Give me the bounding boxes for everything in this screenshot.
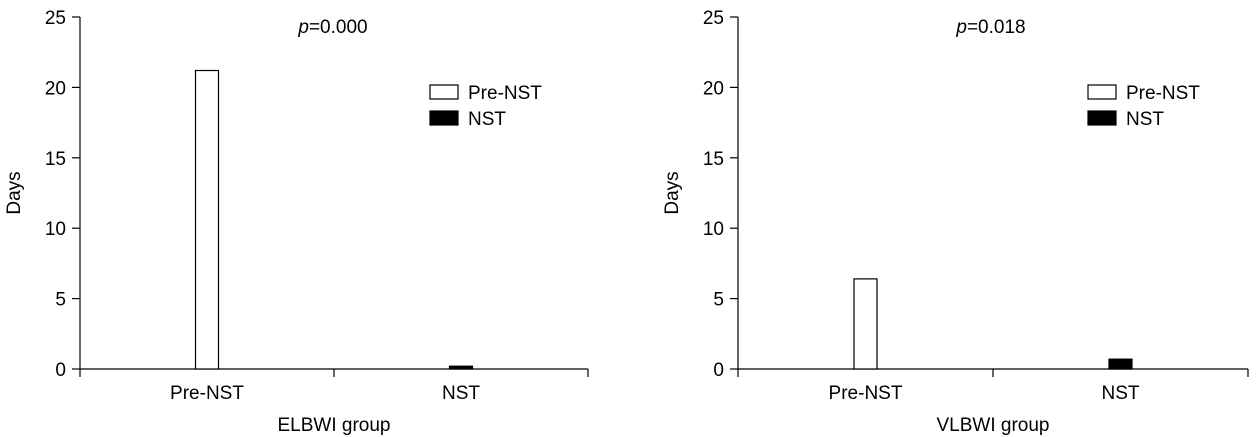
y-axis-title: Days	[4, 171, 25, 214]
legend-label: NST	[468, 109, 506, 130]
y-axis-title: Days	[662, 171, 683, 214]
y-tick-label: 20	[45, 78, 66, 99]
legend-label: NST	[1126, 109, 1164, 130]
y-tick-label: 10	[45, 219, 66, 240]
legend-swatch	[1087, 110, 1117, 126]
legend-swatch	[429, 110, 459, 126]
y-tick-label: 15	[45, 149, 66, 170]
x-tick-label: NST	[442, 383, 480, 404]
bar-nst	[448, 365, 474, 370]
vlbwi-chart-svg: 0 5 10 15 20 25 Pre-NST NST Pre-NST NST p=0.018 VLB…	[662, 8, 1249, 436]
y-tick-label: 0	[55, 360, 66, 381]
y-tick-label: 10	[703, 219, 724, 240]
bar-pre-nst	[853, 278, 878, 370]
x-axis-title: VLBWI group	[937, 415, 1050, 436]
y-tick-label: 5	[713, 290, 724, 311]
vlbwi-chart: 0 5 10 15 20 25 Pre-NST NST Pre-NST NST p=0.018 VLB…	[628, 0, 1257, 437]
p-value-annotation: p=0.018	[955, 17, 1025, 38]
y-tick-label: 25	[703, 8, 724, 29]
x-tick-label: Pre-NST	[829, 383, 903, 404]
y-tick-label: 0	[713, 360, 724, 381]
elbwi-chart: 0 5 10 15 20 25 Pre-NST NST Pre-NST NST p=0.000 ELB…	[0, 0, 628, 437]
x-tick-label: NST	[1102, 383, 1140, 404]
y-tick-label: 20	[703, 78, 724, 99]
bar-nst	[1108, 358, 1133, 370]
y-tick-label: 15	[703, 149, 724, 170]
p-value-annotation: p=0.000	[297, 17, 367, 38]
p-value-symbol: p	[297, 17, 309, 38]
y-tick-label: 5	[55, 290, 66, 311]
bar-pre-nst	[194, 69, 220, 370]
legend-swatch	[429, 84, 459, 100]
y-tick-label: 25	[45, 8, 66, 29]
p-value-number: =0.000	[309, 17, 368, 38]
legend-swatch	[1087, 84, 1117, 100]
p-value-symbol: p	[955, 17, 967, 38]
legend-label: Pre-NST	[1126, 83, 1200, 104]
legend-label: Pre-NST	[468, 83, 542, 104]
p-value-number: =0.018	[967, 17, 1026, 38]
x-axis-title: ELBWI group	[278, 415, 391, 436]
elbwi-chart-svg: 0 5 10 15 20 25 Pre-NST NST Pre-NST NST p=0.000 ELB…	[4, 8, 589, 436]
x-tick-label: Pre-NST	[170, 383, 244, 404]
